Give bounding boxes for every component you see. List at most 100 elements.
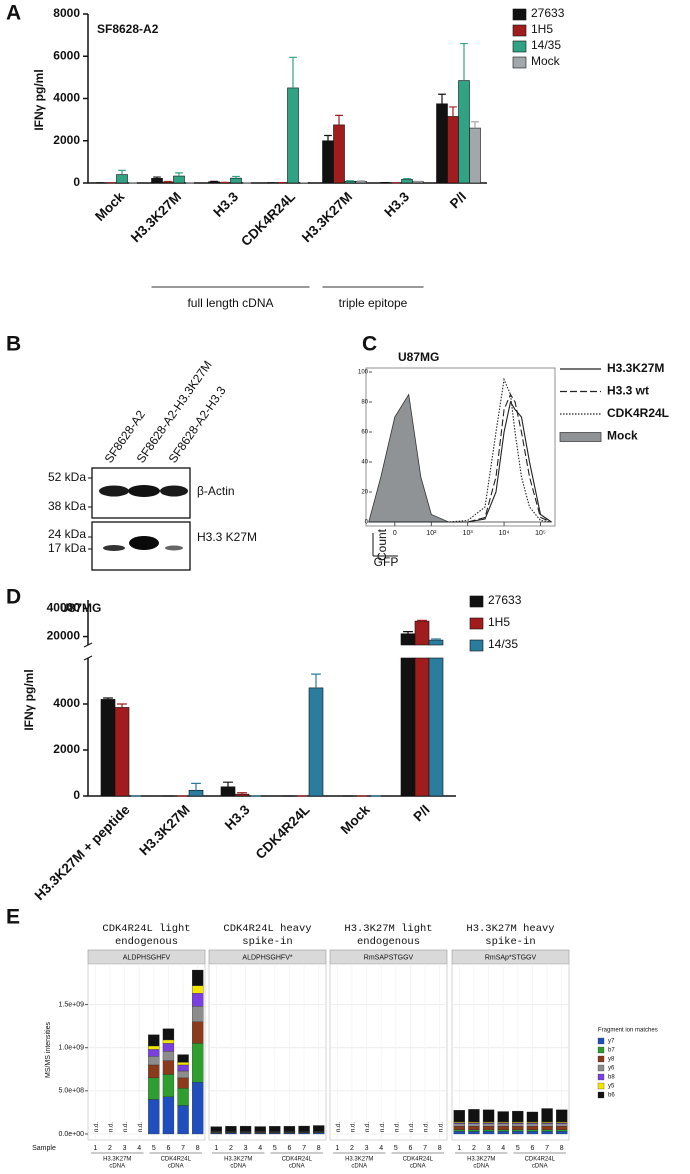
panel-title: spike-in	[485, 936, 535, 948]
y-tick-label: 4000	[53, 91, 80, 105]
bar-segment	[298, 1132, 310, 1135]
x-tick-label: H3.3K27M	[136, 802, 192, 858]
bar-segment	[192, 1006, 204, 1022]
error-bar	[289, 56, 297, 88]
legend-label: 14/35	[531, 38, 561, 52]
bar	[401, 179, 413, 184]
x-tick-label: 3	[244, 1145, 248, 1152]
x-tick-label: H3.3K27M	[299, 189, 355, 245]
bar-segment	[269, 1126, 281, 1132]
panel-title: spike-in	[242, 936, 292, 948]
legend-swatch	[597, 1091, 605, 1099]
x-tick-label: 6	[287, 1145, 291, 1152]
bar	[428, 639, 444, 646]
group-label: CDK4R24L	[525, 1157, 556, 1163]
legend-swatch	[559, 432, 602, 442]
error-bar	[403, 631, 413, 634]
y-tick-label: 0	[365, 520, 369, 526]
error-bar	[117, 703, 127, 708]
x-tick-label: 6	[408, 1145, 412, 1152]
bar	[114, 707, 130, 797]
bar-segment	[453, 1110, 465, 1123]
bar	[173, 175, 185, 184]
group-label: cDNA	[473, 1164, 489, 1170]
group-label: full length cDNA	[187, 296, 273, 310]
bar	[469, 127, 481, 184]
error-bar	[438, 93, 446, 104]
x-tick-label: 5	[273, 1145, 277, 1152]
bar-segment	[497, 1129, 509, 1132]
y-tick-label: 2000	[53, 133, 80, 147]
x-tick-label: Mock	[92, 189, 127, 224]
bar-segment	[512, 1110, 524, 1123]
x-tick-label: 8	[560, 1145, 564, 1152]
x-axis-label: GFP	[374, 555, 399, 569]
bar-segment	[453, 1131, 465, 1135]
error-bar	[223, 781, 233, 787]
x-tick-label: 5	[394, 1145, 398, 1152]
panel-title: endogenous	[115, 936, 178, 948]
bar-segment	[192, 969, 204, 986]
bar	[414, 657, 430, 797]
chart-title: SF8628-A2	[97, 22, 159, 36]
group-label: H3.3K27M	[467, 1157, 495, 1163]
legend-swatch	[469, 617, 484, 630]
bar	[414, 620, 430, 646]
bar-segment	[177, 1077, 189, 1089]
x-tick-label: 0	[393, 530, 397, 537]
axis-break	[83, 655, 93, 661]
bar-segment	[239, 1125, 252, 1132]
legend-swatch	[597, 1064, 605, 1072]
error-bar	[103, 697, 113, 700]
y-tick-label: 1.0e+09	[59, 1045, 85, 1052]
bar-segment	[512, 1123, 524, 1127]
bar-segment	[177, 1062, 189, 1066]
group-label: cDNA	[289, 1164, 305, 1170]
band	[99, 485, 129, 497]
bar-segment	[148, 1034, 160, 1047]
y-tick-label: 20000	[47, 629, 81, 643]
x-tick-label: 1	[93, 1145, 97, 1152]
y-tick-label: 8000	[53, 6, 80, 20]
error-bar	[175, 172, 183, 177]
legend-label: H3.3K27M	[607, 361, 664, 375]
legend-label: 27633	[531, 6, 565, 20]
x-tick-label: H3.3	[381, 189, 412, 220]
legend-label: b7	[608, 1048, 615, 1054]
y-tick-label: 100	[358, 370, 369, 376]
value-label: n.d.	[109, 1122, 115, 1132]
bar	[151, 178, 163, 184]
band-label: β-Actin	[197, 484, 235, 498]
bar-segment	[162, 1043, 175, 1052]
value-label: n.d.	[424, 1122, 430, 1132]
x-tick-label: CDK4R24L	[253, 802, 313, 862]
bar-segment	[482, 1131, 495, 1135]
bar-segment	[162, 1028, 175, 1041]
bar	[333, 124, 345, 184]
bar	[428, 657, 444, 797]
value-label: n.d.	[123, 1122, 129, 1132]
bar-segment	[556, 1123, 568, 1127]
bar	[458, 80, 470, 184]
bar-segment	[468, 1123, 480, 1127]
bar	[230, 177, 242, 184]
strip-label: ALDPHSGHFV	[123, 954, 171, 961]
bar-segment	[497, 1111, 509, 1123]
chart-title: U87MG	[398, 350, 439, 364]
histogram-area	[368, 393, 552, 523]
legend-label: y7	[608, 1039, 615, 1045]
marker-label: 24 kDa	[48, 527, 86, 541]
y-axis-label: MS/MS intensities	[45, 1021, 52, 1078]
y-tick-label: 0	[73, 788, 80, 802]
lane-label: SF8628-A2-H3.3	[166, 383, 229, 465]
legend-swatch	[512, 40, 527, 53]
x-tick-label: H3.3K27M + peptide	[32, 802, 133, 903]
group-label: H3.3K27M	[103, 1157, 131, 1163]
bar-segment	[148, 1049, 160, 1057]
x-tick-label: 7	[302, 1145, 306, 1152]
bar-segment	[148, 1099, 160, 1135]
bar-segment	[210, 1126, 222, 1132]
group-label: H3.3K27M	[345, 1157, 373, 1163]
y-tick-label: 1.5e+09	[59, 1001, 85, 1008]
error-bar	[311, 673, 321, 688]
